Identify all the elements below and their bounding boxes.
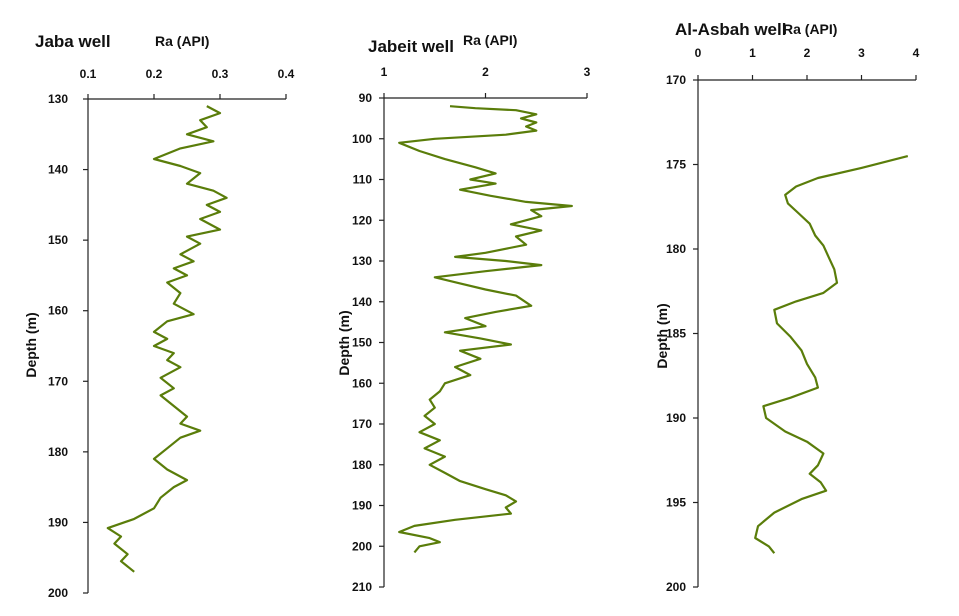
y-tick-label: 170 (666, 73, 686, 87)
x-tick-label: 0.3 (212, 67, 229, 81)
y-tick-label: 190 (48, 515, 68, 529)
x-tick-label: 1 (749, 46, 756, 60)
y-tick-label: 160 (352, 376, 372, 390)
y-tick-label: 130 (352, 254, 372, 268)
y-axis-label: Depth (m) (654, 303, 670, 368)
y-tick-label: 170 (352, 417, 372, 431)
y-tick-label: 180 (48, 445, 68, 459)
x-tick-label: 0.1 (80, 67, 97, 81)
x-tick-label: 0.4 (278, 67, 295, 81)
y-tick-label: 175 (666, 158, 686, 172)
y-tick-label: 90 (359, 91, 373, 105)
panel-title: Jabeit well (368, 37, 454, 56)
panel-jaba-well: Jaba well Ra (API) Depth (m) 0.1 0.2 0.3 0.… (23, 32, 295, 600)
x-tick-label: 2 (804, 46, 811, 60)
x-tick-label: 3 (858, 46, 865, 60)
panel-jabeit-well: Jabeit well Ra (API) Depth (m) 1 2 3901001… (336, 32, 591, 594)
x-tick-label: 4 (913, 46, 920, 60)
y-axis-label: Depth (m) (23, 312, 39, 377)
y-tick-label: 110 (353, 173, 373, 187)
y-tick-label: 140 (48, 163, 68, 177)
plot-area: 0.1 0.2 0.3 0.4 130 140 150 160 170 180 190 200 (48, 67, 295, 600)
x-tick-label: 0.2 (146, 67, 163, 81)
ra-log-line (106, 105, 228, 573)
y-tick-label: 150 (48, 233, 68, 247)
y-tick-label: 140 (352, 295, 372, 309)
y-tick-label: 160 (48, 304, 68, 318)
y-tick-label: 100 (352, 132, 372, 146)
x-tick-label: 0 (695, 46, 702, 60)
plot-area: 1 2 3 90 100 110 120 130 140 150 160 170 180 190 200 21… (352, 65, 591, 594)
y-tick-label: 195 (666, 496, 686, 510)
x-tick-label: 3 (584, 65, 591, 79)
y-tick-label: 190 (352, 499, 372, 513)
y-tick-label: 130 (48, 92, 68, 106)
y-tick-label: 200 (352, 539, 372, 553)
y-tick-label: 200 (48, 586, 68, 600)
y-tick-label: 180 (666, 242, 686, 256)
y-tick-label: 170 (48, 374, 68, 388)
x-tick-label: 2 (482, 65, 489, 79)
y-tick-label: 150 (352, 336, 372, 350)
y-tick-label: 200 (666, 580, 686, 594)
y-tick-label: 180 (352, 458, 372, 472)
y-axis-label: Depth (m) (336, 310, 352, 375)
panel-title: Al-Asbah well (675, 20, 786, 39)
x-tick-label: 1 (381, 65, 388, 79)
panel-subtitle: Ra (API) (783, 21, 837, 37)
y-tick-label: 120 (352, 213, 372, 227)
panel-subtitle: Ra (API) (463, 32, 517, 48)
ra-log-line (398, 105, 573, 554)
panel-title: Jaba well (35, 32, 111, 51)
ra-log-line (754, 155, 909, 554)
y-tick-label: 190 (666, 411, 686, 425)
panel-subtitle: Ra (API) (155, 33, 209, 49)
y-tick-label: 210 (352, 580, 372, 594)
y-tick-label: 185 (666, 327, 686, 341)
plot-area: 0 1 2 3 4 170 175 180 185 190 195 200 (666, 46, 920, 594)
panel-al-asbah-well: Al-Asbah well Ra (API) Depth (m) 0 1 2 3 4 17… (654, 20, 920, 594)
